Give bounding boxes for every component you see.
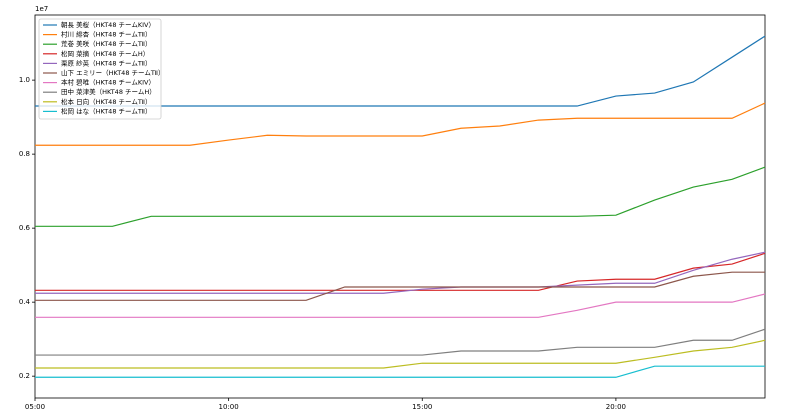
series-line [35,166,766,227]
y-tick-label: 1.0 [19,76,30,84]
series-line [35,102,766,146]
legend-label: 本村 碧唯（HKT48 チームKIV） [61,78,155,87]
x-tick-label: 05:00 [25,403,45,411]
series-line [35,328,766,356]
series-line [35,252,766,291]
y-tick-label: 0.4 [19,298,31,306]
plot-frame [34,14,766,399]
legend-label: 松岡 はな（HKT48 チームTⅡ） [61,106,152,115]
series-line [35,339,766,369]
legend-label: 朝長 美桜（HKT48 チームKIV） [61,20,155,29]
x-tick-label: 15:00 [412,403,432,411]
legend-label: 村川 緋杏（HKT48 チームTⅡ） [61,30,152,39]
y-offset-label: 1e7 [35,5,48,13]
legend-label: 松岡 菜摘（HKT48 チームH） [61,49,149,58]
legend-label: 荒巻 美咲（HKT48 チームTⅡ） [61,39,152,48]
series-line [35,271,765,301]
legend-label: 山下 エミリー（HKT48 チームTⅡ） [61,68,165,77]
x-tick-label: 10:00 [219,403,239,411]
x-tick-label: 20:00 [606,403,626,411]
y-tick-label: 0.8 [19,150,30,158]
series-line [35,365,765,378]
legend-label: 田中 菜津美（HKT48 チームH） [61,87,156,96]
legend-label: 松本 日向（HKT48 チームTⅡ） [61,97,152,106]
series-line [35,293,766,318]
series-line [35,251,766,294]
y-tick-label: 0.2 [19,372,30,380]
y-tick-label: 0.6 [19,224,31,232]
legend-label: 栗原 紗英（HKT48 チームTⅡ） [61,58,152,67]
legend-box [38,18,162,120]
